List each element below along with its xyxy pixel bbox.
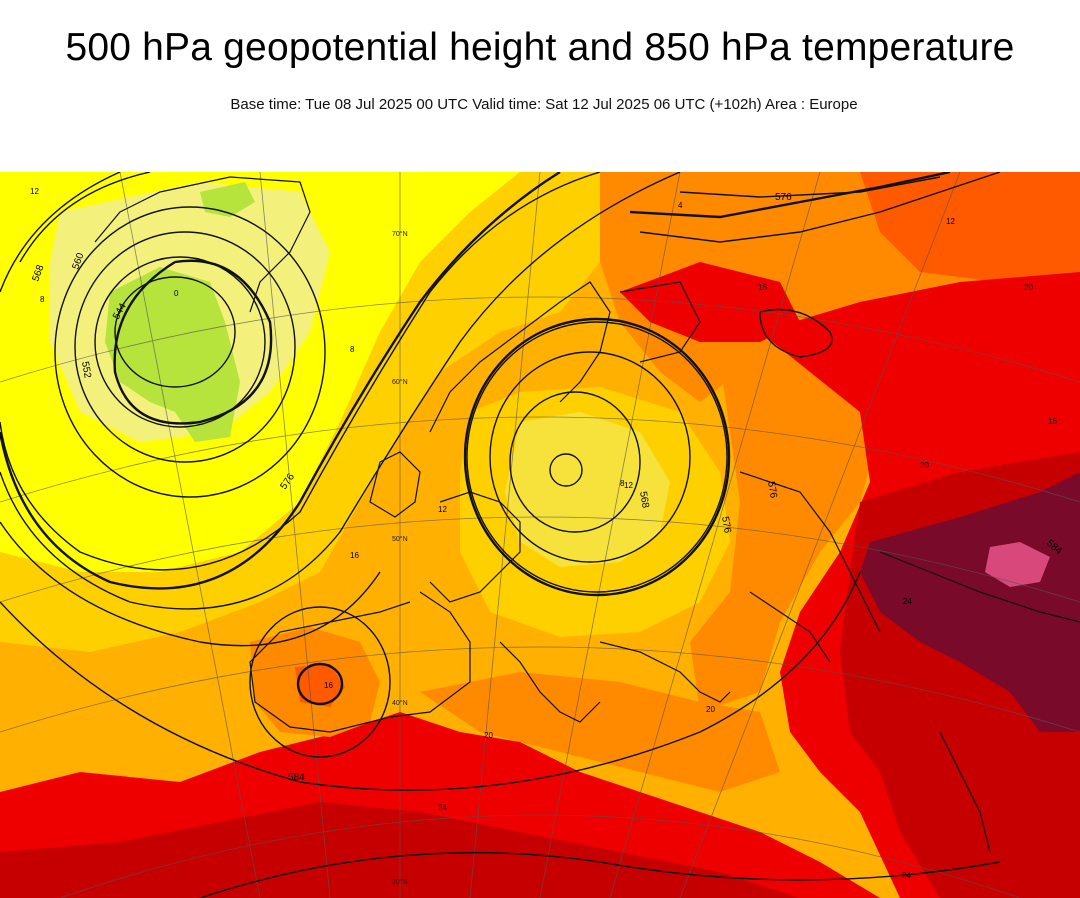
temp-label: 20 xyxy=(706,705,715,714)
temp-field-green-north xyxy=(200,182,255,217)
graticule xyxy=(0,172,1080,898)
contour-label: 568 xyxy=(637,491,651,510)
contour-label: 576 xyxy=(775,192,792,203)
temp-label: 20 xyxy=(1024,283,1033,292)
latitude-label: 40°N xyxy=(392,699,408,707)
temp-field-orange-east2 xyxy=(690,342,880,712)
latitude-label: 30°N xyxy=(392,878,408,886)
chart-subtitle: Base time: Tue 08 Jul 2025 00 UTC Valid … xyxy=(230,96,858,113)
coastlines xyxy=(94,176,1080,853)
header: 500 hPa geopotential height and 850 hPa … xyxy=(0,0,1080,172)
temp-label: 4 xyxy=(678,201,683,210)
temp-field-iberia-core xyxy=(295,664,345,707)
temp-label: 12 xyxy=(624,481,633,490)
temp-label: 24 xyxy=(903,597,912,606)
temp-field-orangered-ne xyxy=(860,172,1080,282)
temp-label: 20 xyxy=(484,731,493,740)
temp-label: 0 xyxy=(174,289,179,298)
temp-label: 8 xyxy=(350,345,355,354)
temp-label: 16 xyxy=(1048,417,1057,426)
weather-map[interactable]: 576 568 560 552 544 584 576 568 576 584 … xyxy=(0,172,1080,898)
temp-label: 24 xyxy=(438,803,447,812)
temp-field-green xyxy=(105,267,240,442)
latitude-label: 50°N xyxy=(392,535,408,543)
temp-label: 16 xyxy=(324,681,333,690)
temp-label: 12 xyxy=(946,217,955,226)
contour-label: 576 xyxy=(719,516,733,535)
temp-field-pink xyxy=(985,542,1050,587)
thick-contours xyxy=(0,172,951,706)
latitude-label: 70°N xyxy=(392,230,408,238)
contour-label: 552 xyxy=(79,361,93,380)
temp-field-central-paleyellow xyxy=(505,412,670,567)
temp-label: 8 xyxy=(620,479,625,488)
temp-field-maroon xyxy=(860,472,1080,732)
temp-label: 8 xyxy=(40,295,45,304)
temp-label: 12 xyxy=(438,505,447,514)
temp-label: 24 xyxy=(902,871,911,880)
temp-label: 12 xyxy=(30,187,39,196)
contour-label: 584 xyxy=(288,772,305,783)
chart-title: 500 hPa geopotential height and 850 hPa … xyxy=(65,26,1015,69)
temp-field-med-orange xyxy=(420,672,780,792)
temperature-labels: 12 4 8 0 16 12 16 20 20 24 24 24 16 20 1… xyxy=(30,187,1057,880)
temp-label: 20 xyxy=(920,461,929,470)
map-canvas: 576 568 560 552 544 584 576 568 576 584 … xyxy=(0,172,1080,898)
latitude-labels: 70°N 60°N 50°N 40°N 30°N xyxy=(392,230,408,886)
temp-label: 16 xyxy=(758,283,767,292)
temp-field-red-north xyxy=(620,262,800,342)
latitude-label: 60°N xyxy=(392,378,408,386)
contour-label: 576 xyxy=(765,481,779,500)
temp-label: 16 xyxy=(350,551,359,560)
